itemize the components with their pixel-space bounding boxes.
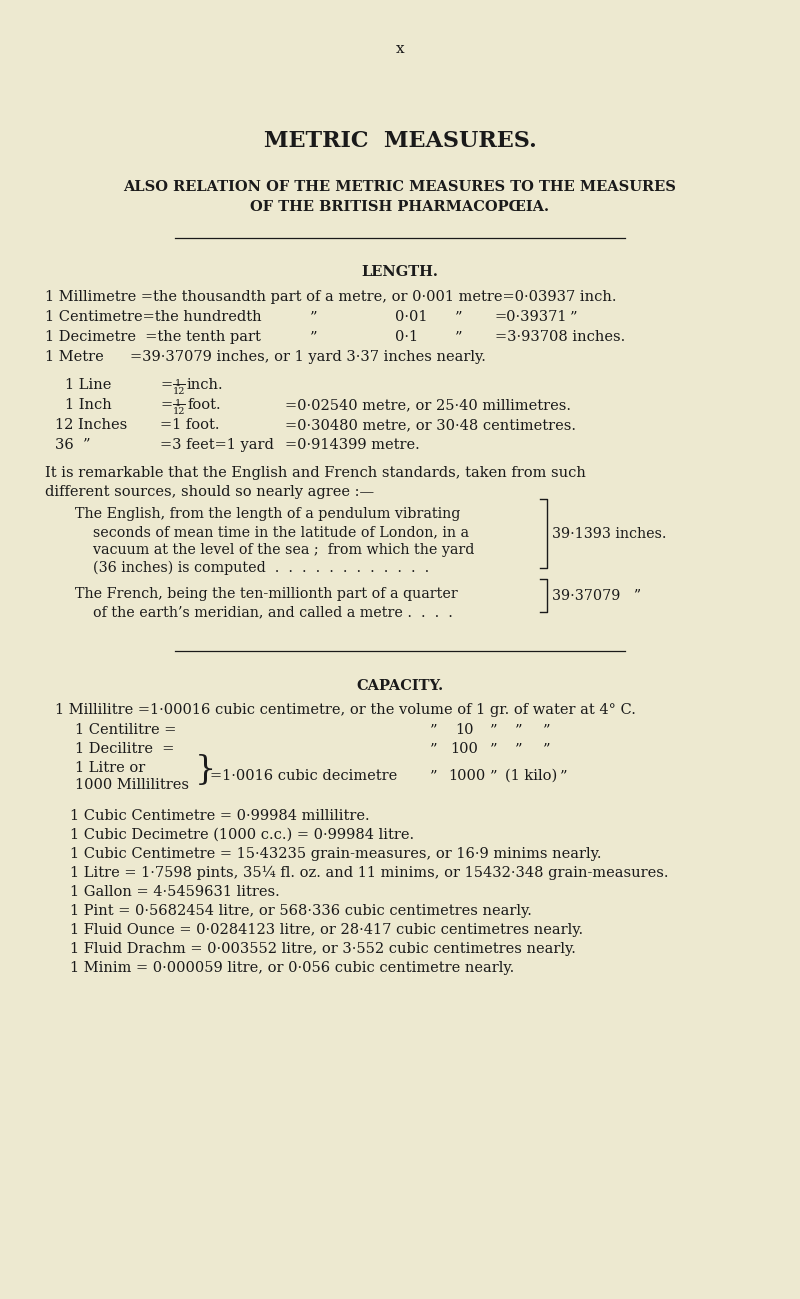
- Text: It is remarkable that the English and French standards, taken from such: It is remarkable that the English and Fr…: [45, 466, 586, 481]
- Text: ”: ”: [560, 769, 567, 783]
- Text: ”: ”: [430, 724, 438, 737]
- Text: vacuum at the level of the sea ;  from which the yard: vacuum at the level of the sea ; from wh…: [75, 543, 474, 557]
- Text: 1 Pint = 0·5682454 litre, or 568·336 cubic centimetres nearly.: 1 Pint = 0·5682454 litre, or 568·336 cub…: [70, 904, 532, 918]
- Text: seconds of mean time in the latitude of London, in a: seconds of mean time in the latitude of …: [75, 525, 469, 539]
- Text: 1000 Millilitres: 1000 Millilitres: [75, 778, 189, 792]
- Text: OF THE BRITISH PHARMACOPŒIA.: OF THE BRITISH PHARMACOPŒIA.: [250, 200, 550, 214]
- Text: The English, from the length of a pendulum vibrating: The English, from the length of a pendul…: [75, 507, 460, 521]
- Text: 1 Fluid Ounce = 0·0284123 litre, or 28·417 cubic centimetres nearly.: 1 Fluid Ounce = 0·0284123 litre, or 28·4…: [70, 924, 583, 937]
- Text: 12 Inches: 12 Inches: [55, 418, 127, 433]
- Text: ”: ”: [310, 330, 318, 344]
- Text: LENGTH.: LENGTH.: [362, 265, 438, 279]
- Text: =0·30480 metre, or 30·48 centimetres.: =0·30480 metre, or 30·48 centimetres.: [285, 418, 576, 433]
- Text: different sources, should so nearly agree :—: different sources, should so nearly agre…: [45, 485, 374, 499]
- Text: x: x: [396, 42, 404, 56]
- Text: 1 Fluid Drachm = 0·003552 litre, or 3·552 cubic centimetres nearly.: 1 Fluid Drachm = 0·003552 litre, or 3·55…: [70, 942, 576, 956]
- Text: ”: ”: [430, 769, 438, 783]
- Text: 12: 12: [173, 407, 186, 416]
- Text: inch.: inch.: [187, 378, 224, 392]
- Text: ”: ”: [310, 310, 318, 323]
- Text: foot.: foot.: [187, 397, 221, 412]
- Text: ”: ”: [490, 769, 498, 783]
- Text: 1 Litre or: 1 Litre or: [75, 761, 146, 776]
- Text: 0·01: 0·01: [395, 310, 427, 323]
- Text: ALSO RELATION OF THE METRIC MEASURES TO THE MEASURES: ALSO RELATION OF THE METRIC MEASURES TO …: [123, 181, 677, 194]
- Text: 1 Cubic Decimetre (1000 c.c.) = 0·99984 litre.: 1 Cubic Decimetre (1000 c.c.) = 0·99984 …: [70, 827, 414, 842]
- Text: 1 Cubic Centimetre = 15·43235 grain-measures, or 16·9 minims nearly.: 1 Cubic Centimetre = 15·43235 grain-meas…: [70, 847, 602, 861]
- Text: 1 Millimetre =the thousandth part of a metre, or 0·001 metre=0·03937 inch.: 1 Millimetre =the thousandth part of a m…: [45, 290, 617, 304]
- Text: 1 Centilitre =: 1 Centilitre =: [75, 724, 176, 737]
- Text: 1 Minim = 0·000059 litre, or 0·056 cubic centimetre nearly.: 1 Minim = 0·000059 litre, or 0·056 cubic…: [70, 961, 514, 976]
- Text: =39·37079 inches, or 1 yard 3·37 inches nearly.: =39·37079 inches, or 1 yard 3·37 inches …: [130, 349, 486, 364]
- Text: 1 Gallon = 4·5459631 litres.: 1 Gallon = 4·5459631 litres.: [70, 885, 280, 899]
- Text: =3 feet=1 yard: =3 feet=1 yard: [160, 438, 274, 452]
- Text: CAPACITY.: CAPACITY.: [357, 679, 443, 692]
- Text: ”: ”: [455, 330, 462, 344]
- Text: ”: ”: [430, 742, 438, 756]
- Text: 1 Litre = 1·7598 pints, 35¼ fl. oz. and 11 minims, or 15432·348 grain-measures.: 1 Litre = 1·7598 pints, 35¼ fl. oz. and …: [70, 866, 669, 881]
- Text: 1 Line: 1 Line: [65, 378, 111, 392]
- Text: 1 Metre: 1 Metre: [45, 349, 104, 364]
- Text: ”: ”: [543, 724, 550, 737]
- Text: ”: ”: [570, 310, 578, 323]
- Text: ”: ”: [455, 310, 462, 323]
- Text: 1 Cubic Centimetre = 0·99984 millilitre.: 1 Cubic Centimetre = 0·99984 millilitre.: [70, 809, 370, 824]
- Text: (1 kilo): (1 kilo): [505, 769, 558, 783]
- Text: (36 inches) is computed  .  .  .  .  .  .  .  .  .  .  .  .: (36 inches) is computed . . . . . . . . …: [75, 561, 430, 575]
- Text: 0·1: 0·1: [395, 330, 418, 344]
- Text: 1 Inch: 1 Inch: [65, 397, 112, 412]
- Text: 36  ”: 36 ”: [55, 438, 90, 452]
- Text: =0·914399 metre.: =0·914399 metre.: [285, 438, 420, 452]
- Text: 1 Millilitre =1·00016 cubic centimetre, or the volume of 1 gr. of water at 4° C.: 1 Millilitre =1·00016 cubic centimetre, …: [55, 703, 636, 717]
- Text: =: =: [160, 378, 172, 392]
- Text: 10: 10: [455, 724, 474, 737]
- Text: of the earth’s meridian, and called a metre .  .  .  .: of the earth’s meridian, and called a me…: [75, 605, 453, 620]
- Text: 100: 100: [450, 742, 478, 756]
- Text: =0·39371: =0·39371: [495, 310, 567, 323]
- Text: }: }: [195, 753, 216, 786]
- Text: =3·93708 inches.: =3·93708 inches.: [495, 330, 626, 344]
- Text: 1 Decilitre  =: 1 Decilitre =: [75, 742, 174, 756]
- Text: =1·0016 cubic decimetre: =1·0016 cubic decimetre: [210, 769, 398, 783]
- Text: METRIC  MEASURES.: METRIC MEASURES.: [264, 130, 536, 152]
- Text: ”: ”: [515, 724, 522, 737]
- Text: 1 Decimetre  =the tenth part: 1 Decimetre =the tenth part: [45, 330, 261, 344]
- Text: 1 Centimetre=the hundredth: 1 Centimetre=the hundredth: [45, 310, 262, 323]
- Text: The French, being the ten-millionth part of a quarter: The French, being the ten-millionth part…: [75, 587, 458, 601]
- Text: ”: ”: [490, 724, 498, 737]
- Text: ”: ”: [490, 742, 498, 756]
- Text: 39·1393 inches.: 39·1393 inches.: [552, 527, 666, 540]
- Text: =: =: [160, 397, 172, 412]
- Text: =1 foot.: =1 foot.: [160, 418, 219, 433]
- Text: 39·37079   ”: 39·37079 ”: [552, 588, 641, 603]
- Text: 1000: 1000: [448, 769, 486, 783]
- Text: 1: 1: [175, 399, 182, 408]
- Text: 12: 12: [173, 387, 186, 396]
- Text: 1: 1: [175, 379, 182, 388]
- Text: ”: ”: [543, 742, 550, 756]
- Text: ”: ”: [515, 742, 522, 756]
- Text: =0·02540 metre, or 25·40 millimetres.: =0·02540 metre, or 25·40 millimetres.: [285, 397, 571, 412]
